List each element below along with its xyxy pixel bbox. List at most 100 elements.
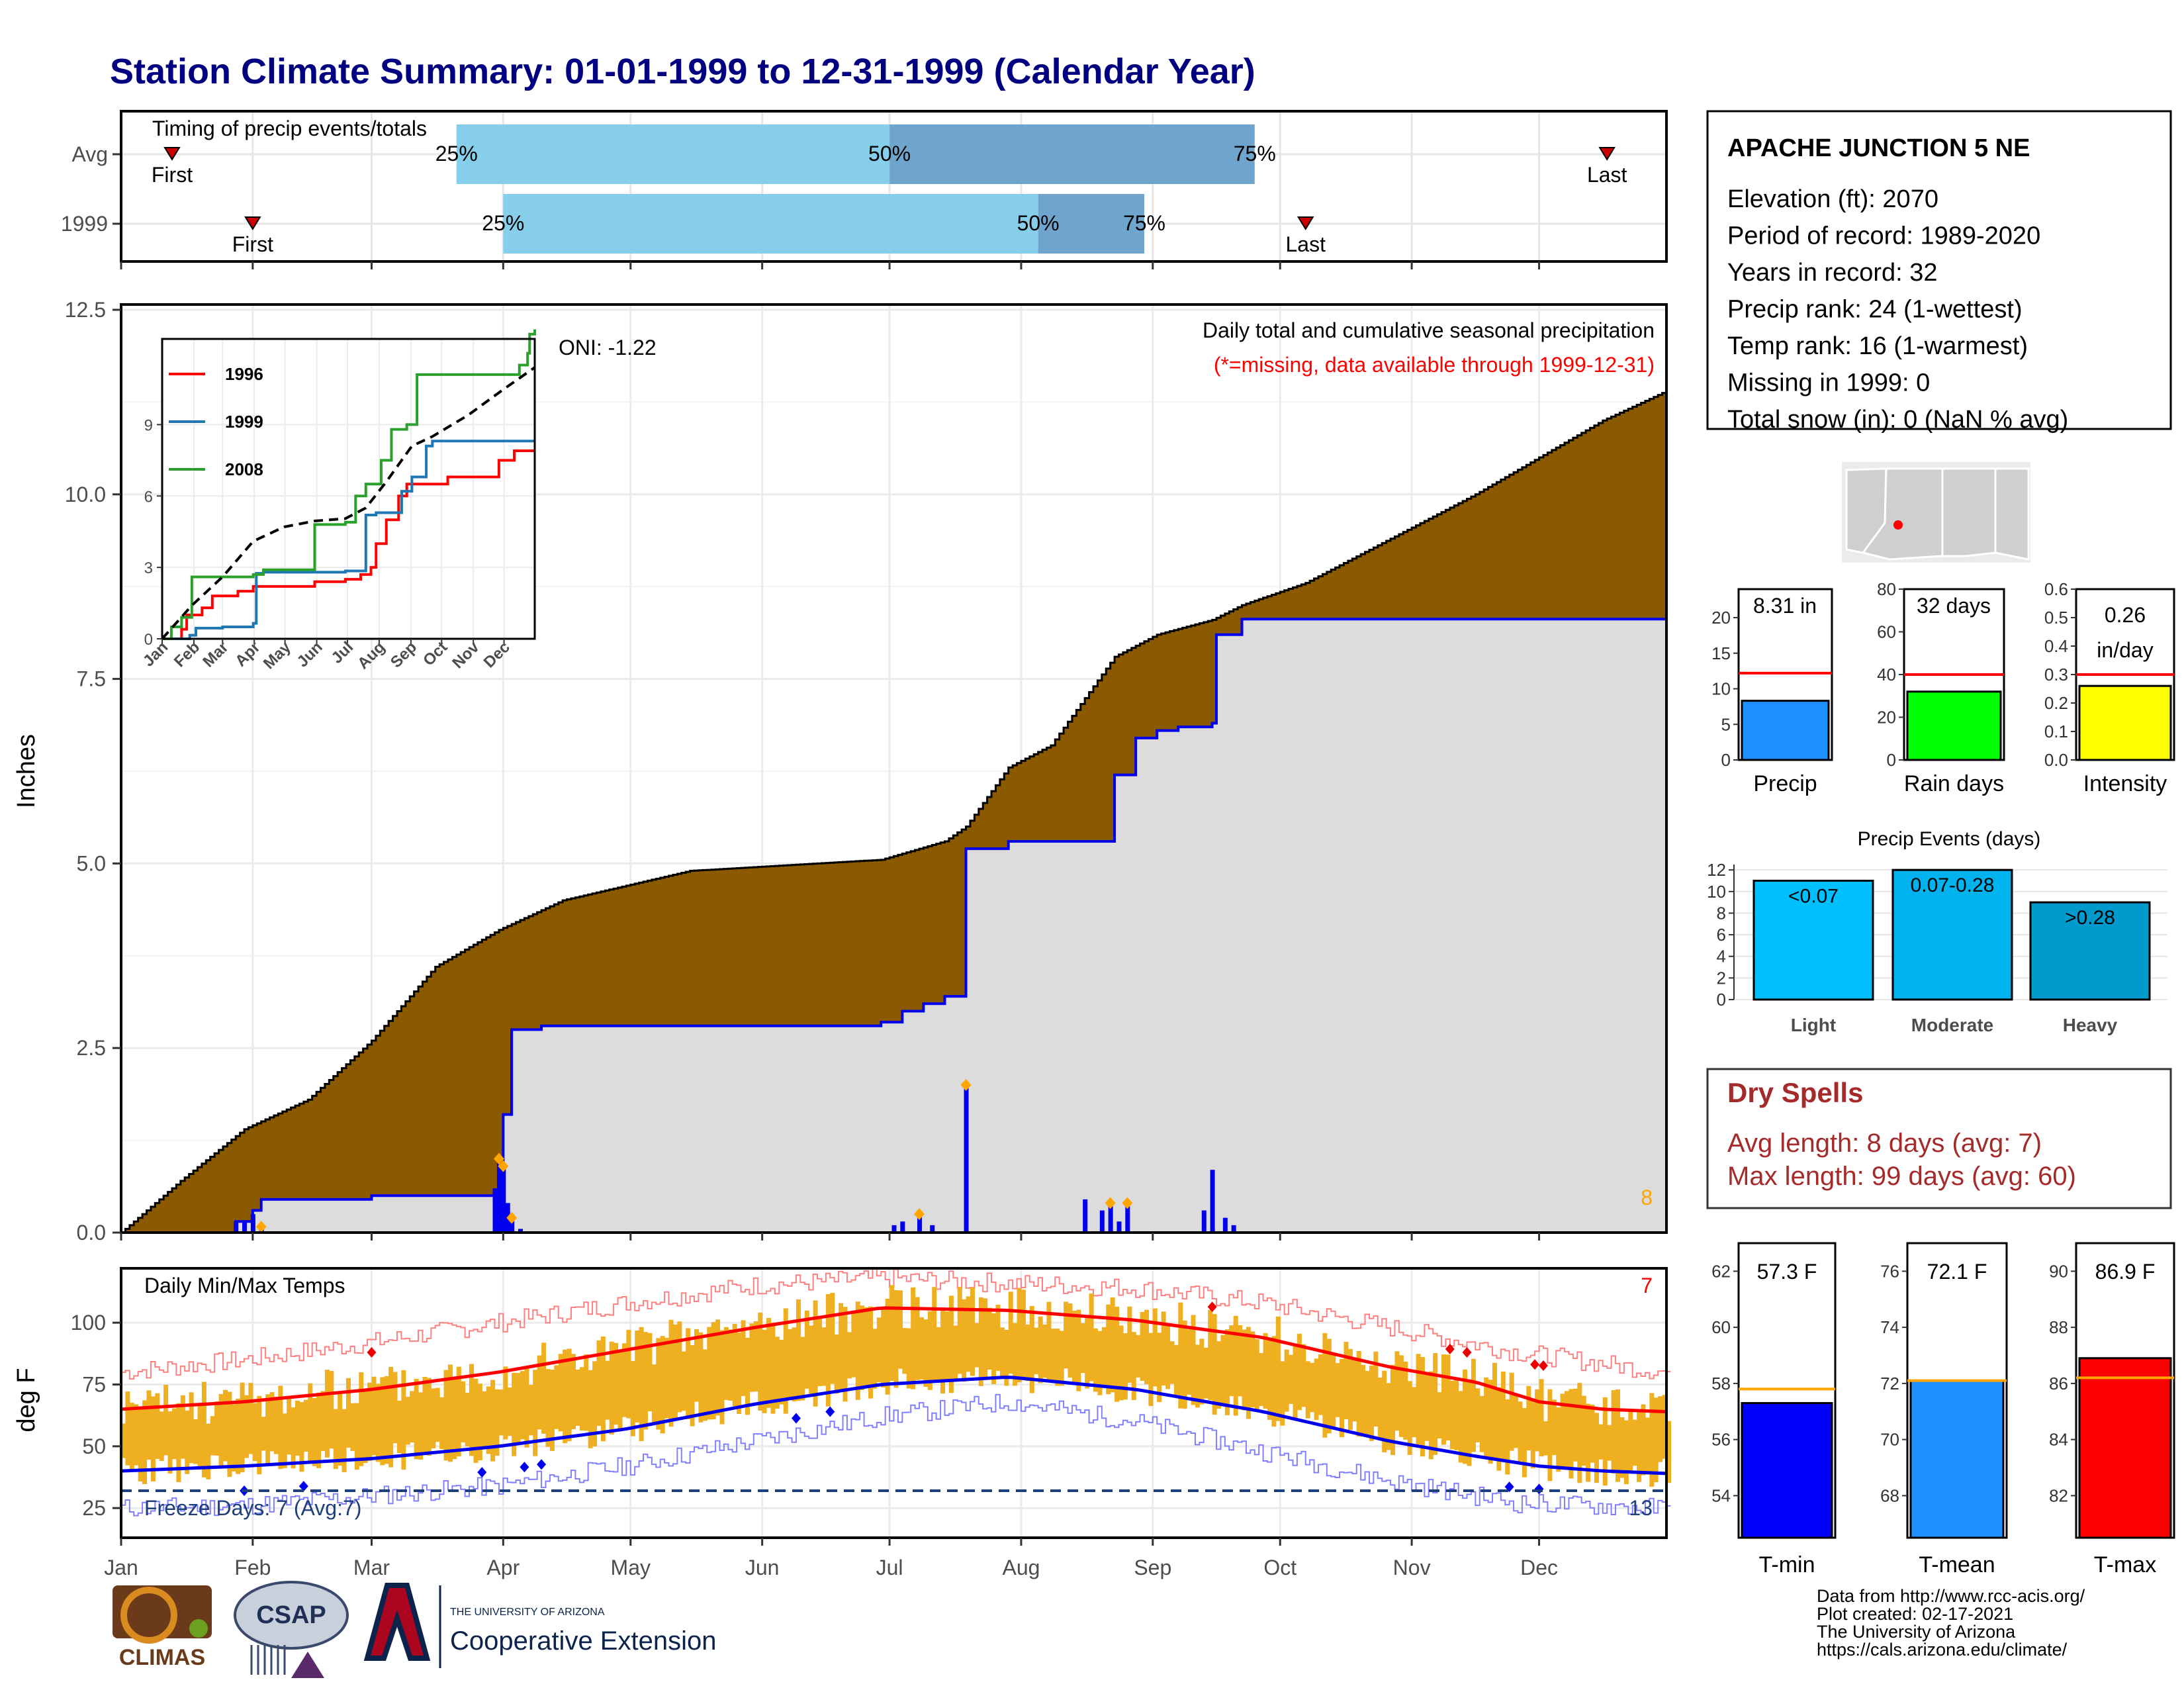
daily-temp-range xyxy=(749,1323,754,1392)
daily-temp-range xyxy=(1106,1304,1111,1395)
daily-temp-range xyxy=(1331,1352,1336,1429)
y-tick-label: 12.5 xyxy=(65,298,106,322)
daily-precip-bar xyxy=(891,1225,897,1233)
month-tick-label: Jun xyxy=(745,1556,780,1579)
freeze-count: 13 xyxy=(1629,1496,1653,1520)
daily-temp-range xyxy=(1445,1354,1451,1441)
daily-temp-range xyxy=(1085,1315,1090,1389)
daily-temp-range xyxy=(1441,1354,1447,1445)
daily-temp-range xyxy=(1535,1389,1540,1452)
daily-precip-bar xyxy=(1222,1217,1228,1233)
daily-temp-range xyxy=(1042,1324,1048,1378)
daily-temp-range xyxy=(554,1365,559,1429)
daily-temp-range xyxy=(498,1389,504,1436)
daily-temp-range xyxy=(392,1372,398,1444)
temp-summary-bars: 54 56 58 60 62 57.3 F T-min 68 70 72 74 76 72.1 F T-m… xyxy=(1711,1242,2175,1577)
daily-temp-range xyxy=(1420,1357,1425,1457)
daily-temp-range xyxy=(537,1355,542,1430)
record-low-marker xyxy=(477,1467,487,1478)
daily-temp-range xyxy=(834,1334,839,1394)
intensity-unit-label: in/day xyxy=(2097,638,2153,662)
daily-temp-range xyxy=(783,1308,788,1414)
inset-y-tick: 6 xyxy=(144,488,153,506)
daily-precip-bar xyxy=(501,1166,506,1233)
daily-temp-range xyxy=(1144,1309,1149,1385)
daily-temp-range xyxy=(494,1389,500,1456)
daily-temp-range xyxy=(452,1377,457,1460)
daily-temp-range xyxy=(672,1324,678,1420)
daily-temp-range xyxy=(1653,1397,1659,1483)
bar-y-tick: 74 xyxy=(1880,1317,1899,1337)
timing-row-label: 1999 xyxy=(61,212,108,236)
daily-temp-range xyxy=(1551,1399,1557,1456)
daily-temp-range xyxy=(860,1305,865,1390)
daily-temp-range xyxy=(1263,1333,1268,1409)
bar-y-tick: 20 xyxy=(1711,608,1731,628)
daily-temp-range xyxy=(456,1366,461,1457)
bar-axis-label: T-mean xyxy=(1919,1552,1995,1577)
daily-temp-range xyxy=(728,1329,733,1401)
daily-temp-range xyxy=(600,1336,606,1442)
daily-temp-range xyxy=(1250,1331,1255,1407)
bar-y-tick: 0.0 xyxy=(2044,750,2068,770)
daily-temp-range xyxy=(762,1329,767,1413)
legend-label: 2008 xyxy=(225,459,263,479)
daily-temp-range xyxy=(915,1297,920,1380)
daily-temp-range xyxy=(1641,1404,1646,1476)
daily-temp-range xyxy=(240,1382,245,1473)
last-marker xyxy=(1297,216,1314,230)
bar-y-tick: 15 xyxy=(1711,643,1731,663)
daily-temp-range xyxy=(1326,1338,1332,1434)
event-category-label: Light xyxy=(1791,1015,1836,1035)
daily-temp-range xyxy=(1594,1413,1599,1483)
pct-50-label: 50% xyxy=(1017,211,1060,235)
daily-temp-range xyxy=(1488,1380,1493,1464)
inset-y-tick: 9 xyxy=(144,416,153,434)
station-line: Years in record: 32 xyxy=(1727,259,1938,287)
month-tick-label: Jan xyxy=(104,1556,138,1579)
record-high-marker xyxy=(1530,1359,1540,1370)
daily-temp-range xyxy=(477,1383,482,1461)
y-tick-label: 100 xyxy=(71,1311,106,1335)
legend-label: 1999 xyxy=(225,412,263,432)
daily-temp-range xyxy=(809,1325,814,1395)
record-high-marker xyxy=(1462,1346,1472,1358)
daily-temp-range xyxy=(1543,1421,1548,1456)
daily-temp-range xyxy=(936,1327,941,1382)
daily-temp-range xyxy=(897,1290,903,1369)
csap-cloud xyxy=(234,1581,349,1650)
daily-temp-range xyxy=(1191,1315,1196,1405)
station-info-box: APACHE JUNCTION 5 NE Elevation (ft): 2070… xyxy=(1706,110,2172,434)
daily-temp-range xyxy=(1242,1329,1247,1411)
dry-title: Dry Spells xyxy=(1727,1077,1863,1108)
daily-temp-range xyxy=(363,1391,368,1464)
event-bar-label: >0.28 xyxy=(2065,907,2115,929)
daily-temp-range xyxy=(486,1386,491,1454)
daily-temp-range xyxy=(524,1366,529,1448)
daily-temp-range xyxy=(558,1354,563,1432)
extreme-precip-marker xyxy=(913,1208,925,1221)
bar-y-tick: 88 xyxy=(2049,1317,2068,1337)
daily-temp-range xyxy=(125,1391,130,1466)
y-tick-label: 7.5 xyxy=(77,667,106,691)
y-tick-label: 50 xyxy=(82,1434,106,1458)
daily-temp-range xyxy=(1615,1389,1621,1482)
daily-temp-range xyxy=(1055,1329,1060,1386)
climas-logo-ring xyxy=(120,1587,177,1644)
daily-precip-bar xyxy=(1083,1199,1088,1233)
bar-y-tick: 54 xyxy=(1711,1485,1731,1505)
daily-temp-range xyxy=(1539,1379,1544,1457)
daily-temp-range xyxy=(218,1393,224,1466)
climas-wordmark: CLIMAS xyxy=(119,1645,205,1670)
daily-temp-range xyxy=(1454,1378,1459,1450)
daily-temp-range xyxy=(1322,1333,1328,1438)
daily-temp-range xyxy=(1293,1343,1298,1419)
event-category-label: Heavy xyxy=(2063,1015,2118,1035)
daily-temp-range xyxy=(711,1322,716,1420)
daily-temp-range xyxy=(308,1383,313,1464)
daily-temp-range xyxy=(999,1327,1005,1379)
daily-temp-range xyxy=(1475,1388,1480,1442)
daily-temp-range xyxy=(222,1389,228,1462)
daily-temp-range xyxy=(533,1370,538,1456)
